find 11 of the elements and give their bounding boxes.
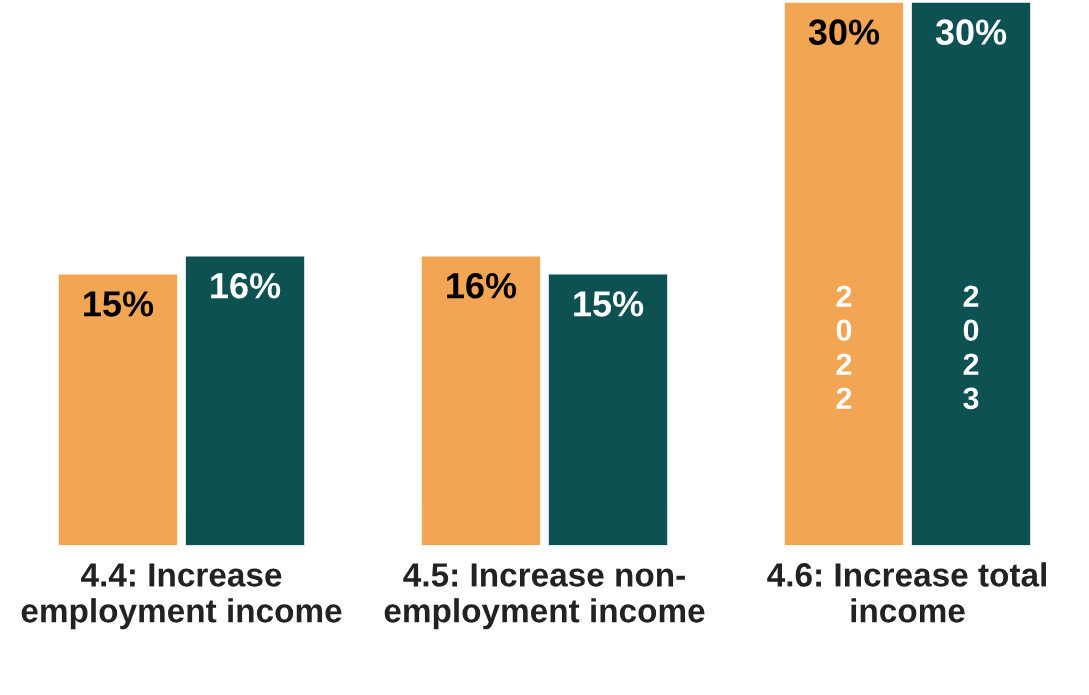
data-label: 15% [574, 291, 644, 317]
series-label: 2022 [836, 285, 852, 409]
x-tick-label: 4.6: Increase total income [767, 562, 1046, 623]
data-label: 30% [935, 19, 1007, 45]
data-label: 15% [84, 291, 154, 317]
series-label: 2023 [963, 285, 979, 410]
data-label: 16% [211, 272, 281, 299]
data-label: 30% [808, 19, 880, 45]
x-tick-label: 4.4: Increase employment income [21, 563, 342, 630]
x-tick-label: 4.5: Increase non-employment income [384, 563, 705, 630]
data-label: 16% [447, 272, 517, 299]
